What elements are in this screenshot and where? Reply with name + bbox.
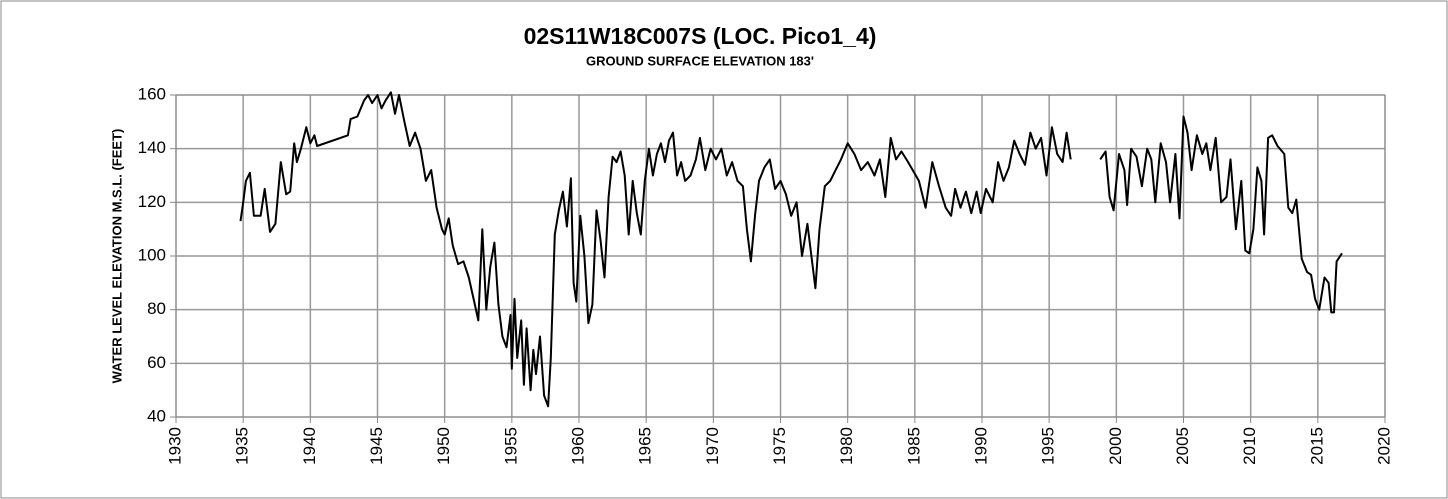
chart-subtitle: GROUND SURFACE ELEVATION 183' — [586, 53, 814, 68]
x-tick-label: 1945 — [367, 427, 386, 465]
y-tick-label: 60 — [147, 353, 166, 372]
x-tick-label: 2005 — [1173, 427, 1192, 465]
y-tick-label: 120 — [138, 192, 166, 211]
y-tick-label: 40 — [147, 406, 166, 425]
x-tick-label: 1935 — [233, 427, 252, 465]
y-tick-label: 80 — [147, 299, 166, 318]
y-tick-label: 140 — [138, 138, 166, 157]
y-tick-label: 100 — [138, 245, 166, 264]
chart-title: 02S11W18C007S (LOC. Pico1_4) — [524, 23, 877, 49]
x-tick-label: 1995 — [1039, 427, 1058, 465]
x-tick-label: 2000 — [1106, 427, 1125, 465]
x-tick-label: 1950 — [434, 427, 453, 465]
data-line — [1099, 115, 1343, 314]
x-tick-label: 1975 — [770, 427, 789, 465]
x-tick-label: 2020 — [1374, 427, 1393, 465]
x-tick-label: 1960 — [568, 427, 587, 465]
x-tick-label: 1955 — [501, 427, 520, 465]
y-tick-label: 160 — [138, 84, 166, 103]
x-tick-label: 1965 — [636, 427, 655, 465]
x-tick-label: 1990 — [971, 427, 990, 465]
x-tick-label: 2015 — [1307, 427, 1326, 465]
x-tick-label: 2010 — [1240, 427, 1259, 465]
x-tick-label: 1970 — [703, 427, 722, 465]
y-axis-label: WATER LEVEL ELEVATION M.S.L. (FEET) — [109, 129, 124, 384]
data-line — [239, 91, 1072, 408]
plot-frame — [175, 94, 1386, 418]
x-tick-label: 1980 — [837, 427, 856, 465]
x-tick-label: 1930 — [165, 427, 184, 465]
x-tick-label: 1940 — [300, 427, 319, 465]
x-tick-label: 1985 — [904, 427, 923, 465]
